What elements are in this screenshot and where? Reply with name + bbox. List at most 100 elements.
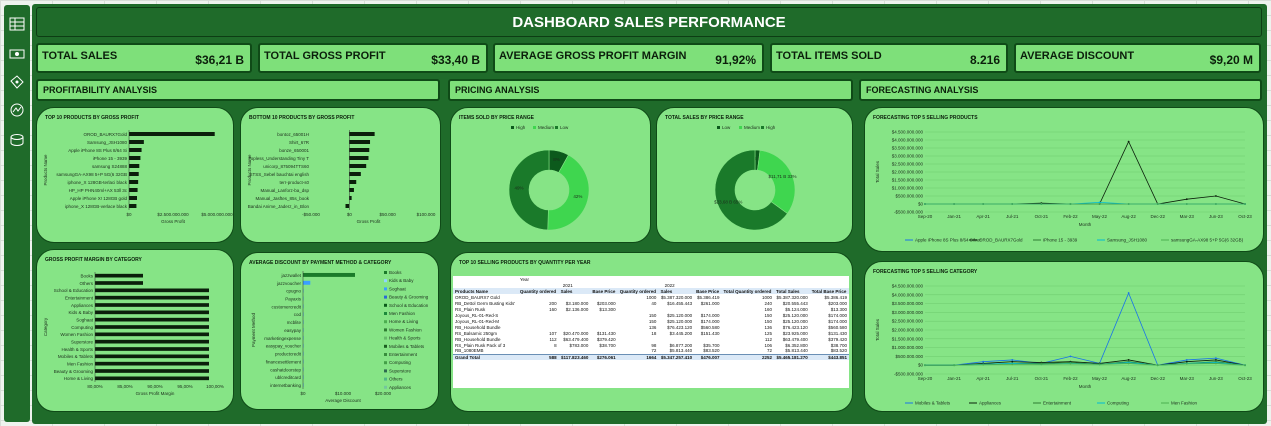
legend-swatch [384,353,387,356]
x-tick-label: Feb-22 [1063,376,1078,381]
legend-label: Superstore [389,368,412,373]
legend-swatch [533,126,536,129]
column-header[interactable]: Total Sales [774,288,810,294]
y-tick-label: $2.500.000.000 [892,162,924,167]
legend-label: Men Fashion [1171,401,1198,406]
column-header[interactable]: Quantity ordered [517,288,559,294]
column-header[interactable]: Quantity ordered [617,288,659,294]
tick-label: Kids & Baby [68,310,93,315]
legend-swatch [761,126,764,129]
table-cell: 1664 [617,353,659,360]
table-cell: 150 [764,312,773,318]
legend-label: Women Fashion [389,327,422,332]
column-header[interactable]: Total Quantity ordered [721,288,775,294]
legend-label: Home & Living [389,319,419,324]
x-tick-label: Apr-21 [976,376,990,381]
table-icon[interactable] [7,17,27,35]
tick-label: samsung S24888 [92,164,128,169]
table-cell: 150 [764,318,773,324]
tag-icon[interactable] [7,75,27,93]
column-header[interactable]: Total Base Price [809,288,849,294]
table-cell: $5.387.320.000 [776,294,808,300]
x-tick-label: Sep-20 [918,214,933,219]
year-header[interactable]: Year [519,276,530,282]
legend-label: Health & Sports [389,336,421,341]
chart-title: FORECASTING TOP 5 SELLING CATEGORY [873,269,978,275]
data-point [982,203,985,205]
tick-label: Entertainment [65,296,94,301]
legend-label: Apple iPhone 8S Plus 8/64 Silver [915,238,982,243]
table-cell: $2.136.000 [565,306,589,312]
table-cell: 136 [764,324,773,330]
table-cell: $23.925.000 [782,330,808,336]
tick-label: mcblite [287,320,302,325]
kpi-label: AVERAGE GROSS PROFIT MARGIN [499,50,687,62]
table-cell: $5.813.440 [669,348,693,354]
bar [95,369,209,373]
table-cell: $131.430 [828,330,847,336]
table-cell: $13.300 [599,306,616,312]
legend-swatch [717,126,720,129]
top10-products-chart: OROD_BAURX7Gold Samsung_JSH1080 Apple iPho… [43,130,233,224]
table-cell: 112 [549,336,557,342]
x-tick-label: Jun-23 [1209,376,1223,381]
data-point [924,203,926,205]
bar [95,376,209,381]
sales-by-price-chart: $0,81 B 2% $11,71 B 33% $23,68 B 65% Low Med… [714,125,797,231]
data-point [1185,203,1188,205]
table-cell: Grand Total [453,353,518,360]
column-header[interactable]: Base Price [694,288,722,294]
column-header[interactable]: Sales [558,288,591,294]
table-cell: Joyous_RL-01-Red-M [455,318,500,324]
data-point [1127,292,1130,294]
chart-title: GROSS PROFIT MARGIN BY CATEGORY [45,257,142,263]
y-tick-label: $3.500.000.000 [892,301,924,306]
money-icon[interactable] [7,47,27,65]
table-cell: $3.445.200 [669,330,693,336]
tick-label: cashatdoorstep [270,367,301,372]
legend-label: Medium [744,125,760,130]
x-tick-label: $2.500.000.000 [157,212,189,217]
forecast-products-chart: -$500.000.000 $0 $500.000.000 $1.000.000.00… [875,130,1252,243]
y-tick-label: $3.000.000.000 [892,310,924,315]
column-header[interactable]: Products Name [453,288,518,294]
x-tick-label: $20.000 [375,391,392,396]
section-forecasting: FORECASTING ANALYSIS [859,79,1262,101]
legend-label: Mobiles & Tablets [915,401,951,406]
section-pricing: PRICING ANALYSIS [448,79,853,101]
table-cell: 107 [549,330,557,336]
data-point [1244,364,1246,367]
table-cell: $5.386.419 [824,294,847,300]
tick-label: jazzvoucher [276,281,302,286]
series-line [925,359,1246,366]
kpi-value: $33,40 B [431,53,480,67]
table-row: RB_1080EMB 72 $5.813.440 $83.520 72 $5.813.44… [453,348,849,354]
table-cell: 18 [651,330,657,336]
table-cell: $203.000 [828,300,847,306]
tick-label: jazzwallet [280,273,301,278]
tick-label: cpugno [286,289,301,294]
table-cell: $5.124.000 [785,306,808,312]
discount-by-payment-card: AVERAGE DISCOUNT BY PAYMENT METHOD & CAT… [240,252,439,410]
pie-slice [714,149,788,231]
data-point [1185,198,1188,201]
column-header[interactable]: Sales [658,288,695,294]
margin-by-category-card: GROSS PROFIT MARGIN BY CATEGORY Books Oth… [36,249,234,412]
table-cell: $783.000 [569,342,589,348]
y-tick-label: $3.000.000.000 [892,154,924,159]
x-tick-label: 85,00% [117,384,132,389]
kpi-value: $9,20 M [1209,53,1253,67]
table-row: RS_Plain Rusk Pack of 3 8 $783.000 $38.700 9… [453,342,849,348]
table-cell: $5.387.320.000 [660,294,693,300]
tick-label: easypay_voucher [266,344,302,349]
chart-icon[interactable] [7,103,27,121]
x-tick-label: Oct-23 [1238,214,1252,219]
column-header[interactable]: Base Price [590,288,618,294]
data-point [1069,203,1072,205]
x-axis-label: Average Discount [325,398,361,403]
x-tick-label: 100,00% [206,384,224,389]
coins-icon[interactable] [7,133,27,151]
table-cell: $203.000 [596,300,616,306]
table-cell: $16.455.443 [667,300,693,306]
table-cell: 72 [651,348,657,354]
